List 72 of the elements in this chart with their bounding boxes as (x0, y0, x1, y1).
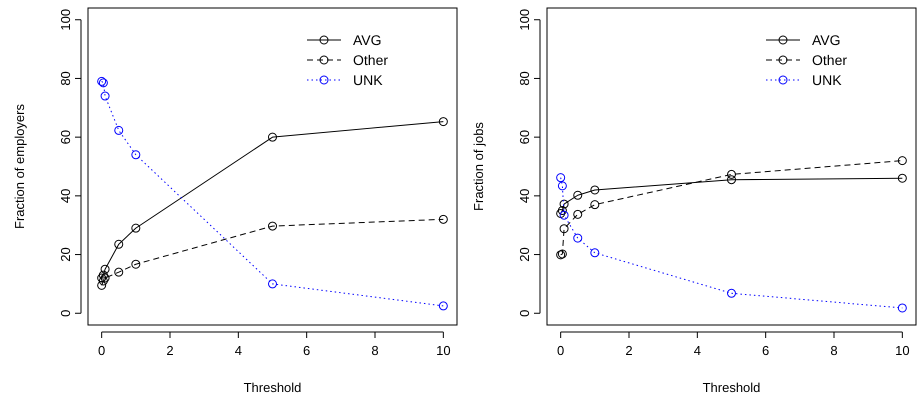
legend-label: UNK (353, 72, 384, 88)
y-tick-label: 80 (517, 71, 532, 86)
x-axis-title: Threshold (702, 380, 760, 395)
legend-label: Other (353, 52, 388, 68)
point (268, 222, 277, 231)
point (131, 224, 140, 233)
x-tick-label: 0 (98, 343, 106, 358)
legend-label: AVG (353, 32, 382, 48)
point (114, 240, 124, 249)
y-tick-label: 40 (517, 188, 532, 204)
point (438, 117, 448, 126)
x-tick-label: 6 (762, 343, 770, 358)
x-tick-label: 8 (830, 343, 838, 358)
point (556, 208, 566, 218)
point (560, 210, 569, 220)
point (898, 174, 907, 183)
point (558, 181, 567, 190)
point (727, 175, 736, 184)
point (268, 132, 277, 142)
y-tick-label: 60 (517, 130, 532, 144)
point (131, 260, 140, 269)
point (114, 268, 124, 277)
point (560, 224, 569, 234)
point (100, 274, 110, 283)
point (727, 170, 736, 179)
y-tick-label: 60 (58, 130, 73, 144)
point (114, 126, 124, 135)
legend-label: AVG (812, 32, 841, 48)
point (727, 288, 736, 298)
x-tick-label: 4 (234, 343, 242, 358)
y-tick-label: 0 (517, 310, 532, 317)
point (438, 301, 448, 310)
point (590, 248, 600, 258)
x-tick-label: 6 (303, 343, 310, 358)
x-tick-label: 0 (557, 343, 564, 358)
point (573, 190, 582, 200)
point (558, 206, 567, 216)
point (573, 210, 582, 219)
y-tick-label: 100 (517, 8, 532, 31)
x-axis-title: Threshold (244, 380, 302, 395)
y-axis-title: Fraction of jobs (471, 122, 486, 211)
point (590, 200, 600, 210)
y-tick-label: 20 (58, 247, 73, 262)
x-tick-label: 4 (694, 343, 701, 358)
point (898, 156, 907, 166)
x-tick-label: 10 (436, 343, 451, 358)
point (590, 185, 600, 194)
point (98, 270, 108, 280)
x-tick-label: 2 (625, 343, 633, 358)
point (898, 303, 907, 312)
x-tick-label: 10 (895, 343, 910, 358)
y-tick-label: 20 (517, 247, 532, 262)
point (97, 280, 106, 290)
point (100, 264, 110, 274)
point (556, 173, 566, 182)
x-tick-label: 8 (371, 343, 379, 358)
y-axis-title: Fraction of employers (12, 104, 27, 229)
point (98, 276, 108, 286)
y-tick-label: 0 (58, 310, 73, 317)
point (573, 234, 582, 243)
y-tick-label: 80 (58, 71, 73, 86)
point (560, 200, 569, 209)
point (268, 279, 277, 288)
legend-label: Other (812, 52, 848, 68)
point (97, 274, 106, 283)
y-tick-label: 100 (58, 8, 73, 31)
x-tick-label: 2 (166, 343, 174, 358)
legend-label: UNK (812, 72, 842, 88)
point (100, 92, 110, 101)
point (131, 150, 140, 160)
y-tick-label: 40 (58, 188, 73, 204)
point (438, 214, 448, 224)
